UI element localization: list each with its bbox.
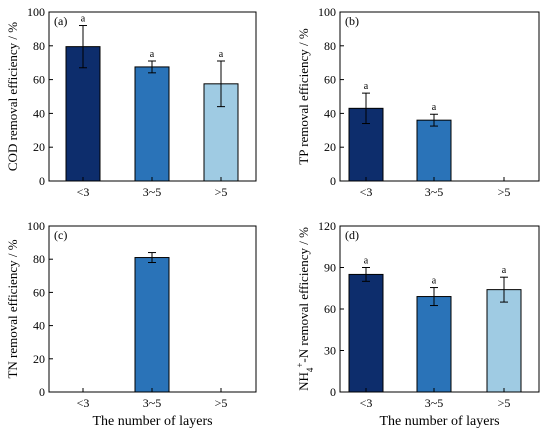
y-tick-label: 80 (33, 39, 45, 53)
significance-label: a (364, 256, 369, 267)
bar (416, 296, 452, 393)
y-tick-label: 80 (33, 252, 45, 266)
y-tick-label: 60 (324, 302, 336, 316)
y-axis-label: TN removal efficiency / % (5, 239, 20, 378)
x-tick-label: >5 (498, 185, 511, 199)
y-tick-label: 0 (330, 385, 336, 399)
y-tick-label: 60 (33, 73, 45, 87)
significance-label: a (150, 49, 155, 60)
bar (134, 257, 170, 393)
bar (65, 46, 101, 182)
y-tick-label: 40 (33, 106, 45, 120)
y-tick-label: 20 (33, 140, 45, 154)
bar (416, 119, 452, 182)
y-tick-label: 30 (324, 344, 336, 358)
y-tick-label: 100 (27, 219, 45, 233)
y-tick-label: 40 (33, 319, 45, 333)
x-tick-label: <3 (77, 185, 90, 199)
chart-panel: a a a 0 30 60 90 120 <3 3~5 >5 (d) NH4+-N removal ef… (295, 219, 540, 429)
significance-label: a (432, 276, 437, 287)
x-tick-label: <3 (360, 185, 373, 199)
significance-label: a (502, 265, 507, 276)
significance-label: a (81, 14, 86, 25)
y-tick-label: 80 (324, 39, 336, 53)
y-axis-label: TP removal efficiency / % (296, 28, 311, 165)
y-tick-label: 20 (324, 140, 336, 154)
y-tick-label: 0 (39, 385, 45, 399)
significance-label: a (219, 49, 224, 60)
x-tick-label: <3 (77, 396, 90, 410)
y-axis-label-part: 4 (305, 367, 315, 372)
plot-frame (339, 11, 540, 182)
y-tick-label: 90 (324, 261, 336, 275)
y-tick-label: 40 (324, 106, 336, 120)
x-tick-label: <3 (360, 396, 373, 410)
panel-label: (c) (54, 228, 67, 242)
x-axis-label: The number of layers (379, 414, 499, 429)
y-axis-label: NH4+-N removal efficiency / % (295, 227, 315, 391)
panel-label: (b) (345, 14, 359, 28)
y-axis-label-part: -N removal efficiency / % (296, 227, 311, 363)
panel-label: (d) (345, 228, 359, 242)
y-tick-label: 20 (33, 352, 45, 366)
panel-label: (a) (54, 14, 67, 28)
y-tick-label: 60 (33, 285, 45, 299)
y-axis-label-part: + (295, 363, 305, 368)
y-tick-label: 60 (324, 73, 336, 87)
y-tick-label: 100 (318, 5, 336, 19)
x-tick-label: 3~5 (425, 396, 444, 410)
bar (486, 289, 522, 393)
x-tick-label: >5 (215, 396, 228, 410)
x-tick-label: 3~5 (143, 396, 162, 410)
chart-panel: a a a 0 20 40 60 80 100 <3 3~5 >5 (a) COD removal eff… (5, 5, 257, 199)
chart-panel: 0 20 40 60 80 100 <3 3~5 >5 (c) TN removal efficie… (5, 219, 257, 429)
x-tick-label: >5 (498, 396, 511, 410)
y-tick-label: 0 (330, 174, 336, 188)
significance-label: a (432, 102, 437, 113)
y-tick-label: 100 (27, 5, 45, 19)
y-tick-label: 0 (39, 174, 45, 188)
y-axis-label-part: NH (296, 372, 311, 391)
x-tick-label: 3~5 (425, 185, 444, 199)
y-axis-label: COD removal efficiency / % (5, 22, 20, 171)
significance-label: a (364, 81, 369, 92)
x-tick-label: 3~5 (143, 185, 162, 199)
chart-panel: a a 0 20 40 60 80 100 <3 3~5 >5 (b) TP removal effic… (296, 5, 540, 199)
bar (348, 273, 384, 393)
y-tick-label: 120 (318, 219, 336, 233)
bar (134, 66, 170, 182)
x-axis-label: The number of layers (92, 414, 212, 429)
x-tick-label: >5 (215, 185, 228, 199)
